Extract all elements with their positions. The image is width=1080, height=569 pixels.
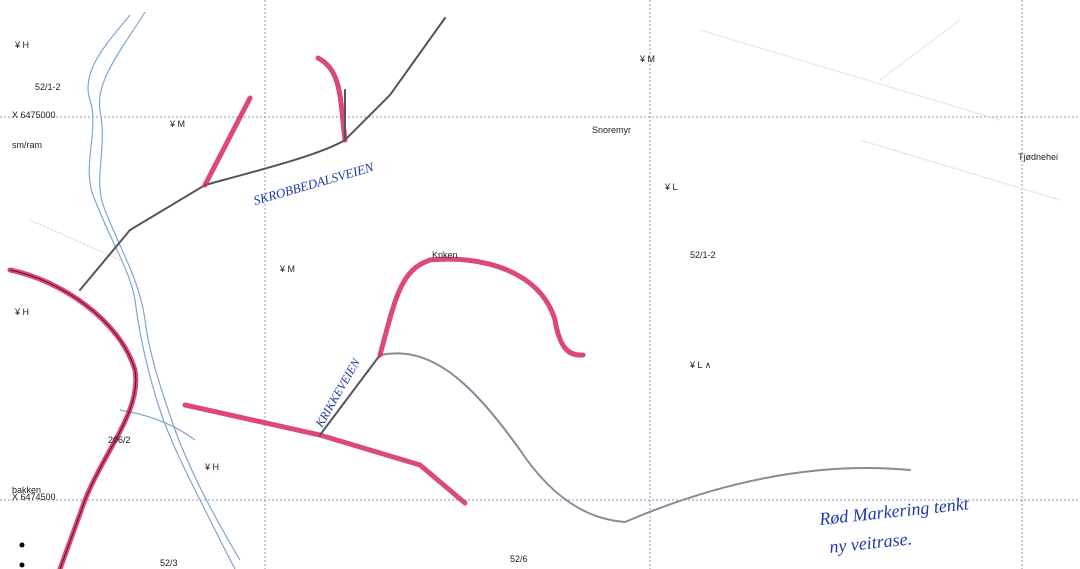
parcel-label: 52/6 xyxy=(510,554,528,564)
symbol: ¥ H xyxy=(14,40,29,50)
terrain xyxy=(29,19,1061,261)
bullet xyxy=(19,542,25,548)
planned-road xyxy=(377,256,586,358)
place-name: Tjødnehei xyxy=(1018,152,1058,162)
planned-road xyxy=(315,55,348,143)
planned-road xyxy=(182,402,468,506)
planned-road xyxy=(202,95,253,188)
place-name: Snoremyr xyxy=(592,125,631,135)
parcel-label: 206/2 xyxy=(108,435,131,445)
parcel-label: 52/1-2 xyxy=(690,250,716,260)
road xyxy=(379,352,911,524)
place-name: bakken xyxy=(12,485,41,495)
krikkeveien-road xyxy=(319,354,381,436)
faint-line xyxy=(29,19,1061,261)
symbol: ¥ L ∧ xyxy=(689,360,711,370)
parcel-label: 52/1-2 xyxy=(35,82,61,92)
place-name: sm/ram xyxy=(12,140,42,150)
stream xyxy=(87,14,236,569)
symbol: ¥ M xyxy=(169,119,185,129)
place-name: Kriken xyxy=(432,250,458,260)
main-road-core xyxy=(9,269,137,569)
symbols: ¥ H ¥ M ¥ M ¥ L ¥ M ¥ H ¥ L ∧ ¥ H xyxy=(14,40,711,472)
bullet xyxy=(19,562,25,568)
grid-label: X 6475000 xyxy=(12,110,56,120)
symbol: ¥ M xyxy=(639,54,655,64)
grid-label: X 6474500 xyxy=(12,492,56,502)
symbol: ¥ H xyxy=(14,307,29,317)
roads xyxy=(7,17,911,569)
parcel-label: 52/3 xyxy=(160,558,178,568)
symbol: ¥ L xyxy=(664,182,678,192)
symbol: ¥ H xyxy=(204,462,219,472)
symbol: ¥ M xyxy=(279,264,295,274)
stream xyxy=(98,11,241,561)
